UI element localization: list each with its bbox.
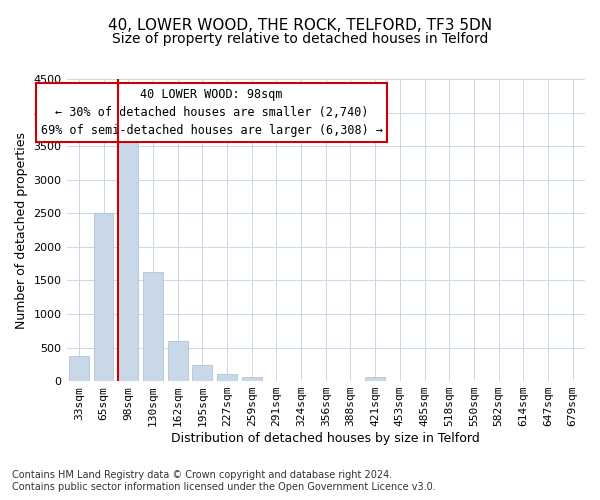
Text: Contains HM Land Registry data © Crown copyright and database right 2024.: Contains HM Land Registry data © Crown c… <box>12 470 392 480</box>
Bar <box>365 377 385 381</box>
Bar <box>118 132 138 381</box>
Bar <box>217 374 237 381</box>
Text: 40, LOWER WOOD, THE ROCK, TELFORD, TF3 5DN: 40, LOWER WOOD, THE ROCK, TELFORD, TF3 5… <box>108 18 492 32</box>
Text: Contains public sector information licensed under the Open Government Licence v3: Contains public sector information licen… <box>12 482 436 492</box>
Bar <box>94 214 113 381</box>
Bar <box>242 377 262 381</box>
Bar <box>69 356 89 381</box>
Y-axis label: Number of detached properties: Number of detached properties <box>15 132 28 328</box>
Bar <box>168 341 188 381</box>
Text: Size of property relative to detached houses in Telford: Size of property relative to detached ho… <box>112 32 488 46</box>
Text: 40 LOWER WOOD: 98sqm
← 30% of detached houses are smaller (2,740)
69% of semi-de: 40 LOWER WOOD: 98sqm ← 30% of detached h… <box>41 88 383 137</box>
X-axis label: Distribution of detached houses by size in Telford: Distribution of detached houses by size … <box>172 432 480 445</box>
Bar <box>143 272 163 381</box>
Bar <box>193 365 212 381</box>
